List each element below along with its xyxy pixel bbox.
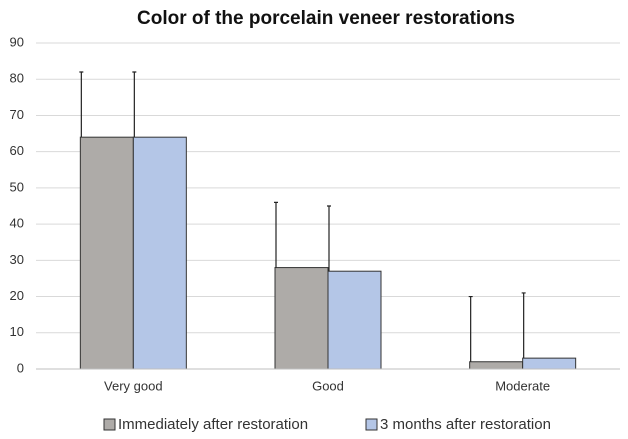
y-tick-label: 90 xyxy=(10,34,24,49)
y-tick-label: 0 xyxy=(17,360,24,375)
y-tick-label: 70 xyxy=(10,107,24,122)
y-tick-label: 10 xyxy=(10,324,24,339)
error-bar xyxy=(79,71,84,138)
error-bar xyxy=(132,71,137,138)
error-bar xyxy=(468,295,473,362)
chart-title: Color of the porcelain veneer restoratio… xyxy=(137,8,515,29)
y-tick-label: 20 xyxy=(10,288,24,303)
bar xyxy=(274,267,329,370)
bar xyxy=(469,361,524,370)
error-bar xyxy=(274,201,278,268)
bar xyxy=(79,136,134,370)
error-bar xyxy=(327,205,331,272)
legend-swatch xyxy=(103,418,116,431)
y-tick-label: 40 xyxy=(10,216,24,231)
bar xyxy=(327,270,382,370)
x-tick-label: Good xyxy=(312,378,344,393)
legend-swatch xyxy=(365,418,378,431)
legend-label: 3 months after restoration xyxy=(380,416,551,433)
legend-label: Immediately after restoration xyxy=(118,416,308,433)
y-tick-label: 60 xyxy=(10,143,24,158)
bar xyxy=(132,136,187,370)
bar xyxy=(522,357,577,370)
y-tick-label: 30 xyxy=(10,252,24,267)
x-tick-label: Moderate xyxy=(495,378,550,393)
error-bar xyxy=(521,292,526,359)
y-tick-label: 80 xyxy=(10,71,24,86)
x-tick-label: Very good xyxy=(104,378,163,393)
y-tick-label: 50 xyxy=(10,179,24,194)
